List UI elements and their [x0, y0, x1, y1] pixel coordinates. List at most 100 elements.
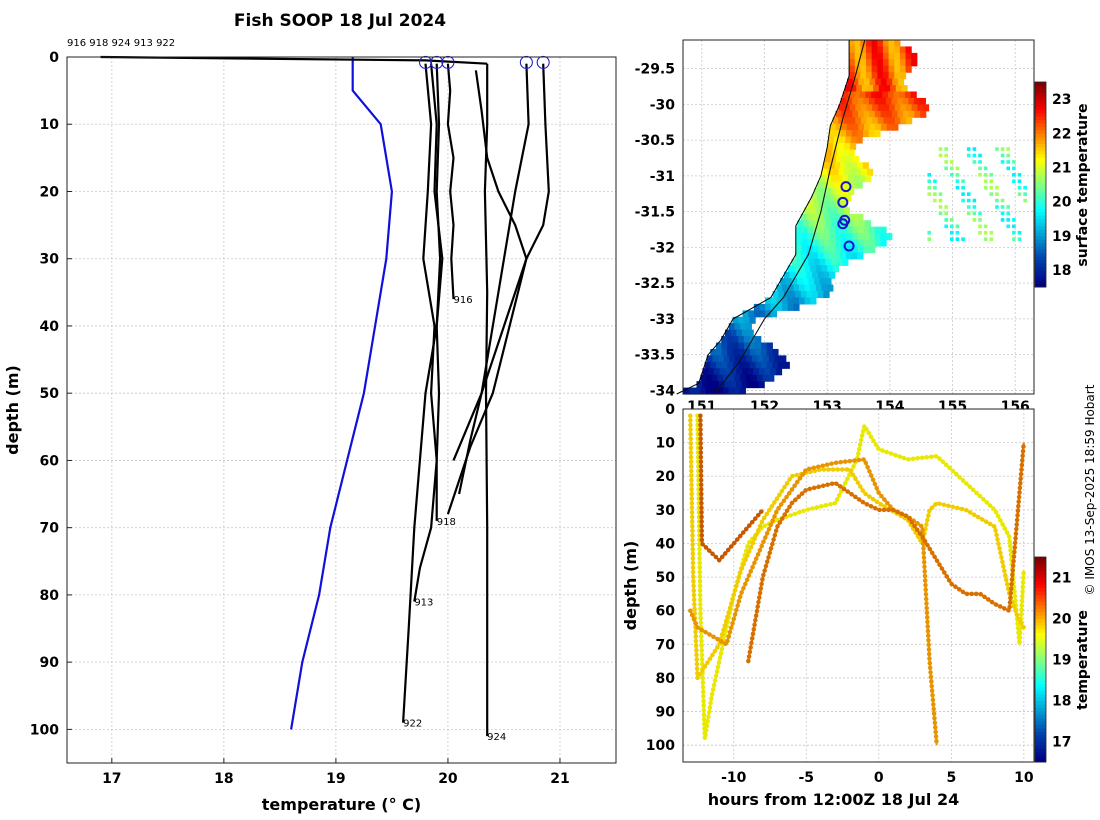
sst-pixel: [889, 104, 896, 112]
sst-pixel: [852, 226, 859, 234]
sst-pixel: [860, 46, 867, 54]
colorbar-segment: [1035, 731, 1046, 736]
sst-pixel: [824, 226, 831, 234]
sst-pixel: [890, 85, 897, 93]
sst-pixel: [813, 258, 821, 266]
sst-pixel: [857, 162, 864, 170]
colorbar-label: surface temperature: [1075, 103, 1091, 266]
sst-pixel: [842, 149, 850, 157]
colorbar-segment: [1035, 632, 1046, 637]
sst-pixel: [775, 368, 783, 376]
sst-pixel: [841, 123, 848, 131]
sst-pixel: [850, 85, 857, 93]
sst-pixel: [802, 278, 809, 286]
sst-pixel: [761, 342, 768, 350]
sst-pixel: [911, 52, 918, 60]
colorbar-segment: [1035, 136, 1046, 141]
colorbar-segment: [1035, 738, 1046, 742]
sst-pixel: [894, 117, 901, 125]
colorbar-segment: [1035, 232, 1046, 237]
station-marker: [843, 240, 855, 252]
sst-pixel: [893, 91, 900, 99]
sst-pixel: [869, 110, 876, 118]
sst-pixel: [823, 213, 830, 221]
sst-pixel: [834, 252, 841, 260]
coastline: [676, 40, 850, 395]
sst-pixel: [828, 194, 835, 202]
sst-pixel: [866, 59, 873, 67]
sst-pixel: [738, 342, 745, 350]
sst-pixel: [797, 278, 804, 286]
sst-pixel: [868, 130, 875, 138]
sst-pixel: [1012, 160, 1016, 164]
sst-pixel: [864, 78, 871, 86]
sst-pixel: [741, 381, 748, 389]
sst-pixel: [834, 130, 842, 138]
sst-pixel: [782, 297, 789, 305]
series-climatology: [290, 57, 393, 730]
sst-pixel: [860, 52, 867, 60]
sst-pixel: [795, 226, 803, 234]
colorbar-tick-label: 21: [1052, 160, 1071, 176]
sst-pixel: [894, 59, 901, 67]
sst-pixel: [727, 348, 734, 356]
sst-pixel: [894, 52, 901, 60]
sst-pixel: [835, 110, 842, 118]
sst-pixel: [860, 104, 868, 112]
sst-pixel: [846, 226, 853, 234]
sst-pixel: [770, 297, 777, 305]
sst-pixel: [795, 271, 802, 279]
sst-pixel: [966, 198, 971, 203]
colorbar-tick-label: 17: [1052, 735, 1071, 751]
sst-pixel: [872, 117, 879, 125]
series-surface-transit: [100, 55, 488, 65]
colorbar-segment: [1035, 744, 1046, 749]
sst-pixel: [852, 123, 859, 131]
sst-pixel: [938, 211, 943, 216]
sst-pixel: [1017, 173, 1022, 177]
colorbar-segment: [1035, 283, 1046, 288]
colorbar-segment: [1035, 567, 1046, 572]
sst-pixel: [859, 91, 867, 99]
sst-pixel: [983, 166, 988, 171]
colorbar-segment: [1035, 126, 1046, 131]
sst-pixel: [900, 104, 907, 112]
sst-pixel: [736, 329, 743, 337]
sst-pixel: [730, 381, 737, 389]
sst-pixel: [1023, 192, 1027, 196]
sst-pixel: [882, 52, 890, 60]
sst-pixel: [824, 155, 831, 163]
sst-pixel: [797, 258, 804, 266]
sst-pixel: [837, 149, 844, 157]
sst-pixel: [743, 316, 751, 324]
sst-pixel: [863, 97, 870, 105]
sst-pixel: [845, 194, 852, 202]
sst-pixel: [950, 160, 954, 164]
sst-pixel: [706, 374, 713, 382]
sst-pixel: [1006, 205, 1011, 209]
sst-pixel: [835, 245, 842, 253]
sst-pixel: [1000, 198, 1005, 203]
sst-pixel: [798, 284, 806, 292]
sst-pixel: [866, 40, 873, 48]
station-marker: [837, 218, 849, 230]
sst-pixel: [1006, 153, 1011, 158]
x-tick-label: 17: [102, 771, 121, 787]
sst-pixel: [774, 355, 781, 363]
sst-pixel: [826, 207, 834, 215]
colorbar-segment: [1035, 635, 1046, 640]
sst-pixel: [772, 361, 779, 369]
sst-pixel: [874, 97, 881, 105]
sst-pixel: [712, 355, 719, 363]
sst-pixel: [726, 336, 734, 344]
sst-pixel: [871, 40, 878, 48]
sst-pixel: [856, 85, 863, 93]
sst-pixel: [944, 218, 948, 222]
sst-pixel: [795, 233, 803, 241]
sst-pixel: [863, 245, 870, 253]
colorbar-segment: [1035, 680, 1046, 684]
sst-pixel: [891, 97, 898, 105]
sst-pixel: [801, 239, 808, 247]
map-y-tick-label: -31: [650, 169, 675, 185]
sst-pixel: [836, 175, 843, 183]
